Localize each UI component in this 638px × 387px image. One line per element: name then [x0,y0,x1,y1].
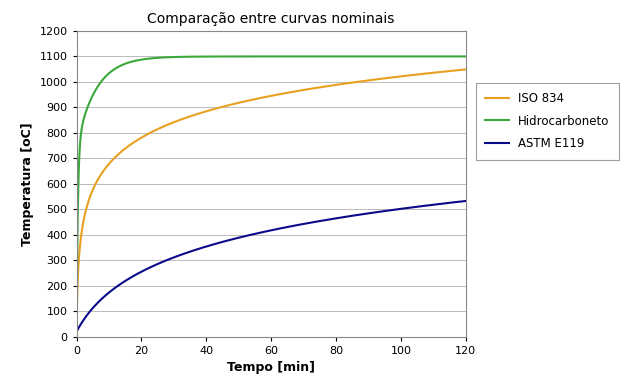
ISO 834 [73,329,80,334]
ASTM E119 [93,302,100,307]
ASTM E119 [450,200,458,205]
Hidrocarboneto [450,54,458,59]
ISO 834 [450,68,458,73]
Line: ISO 834: ISO 834 [77,69,466,332]
Hidrocarboneto [462,54,470,59]
Hidrocarboneto [251,54,259,59]
ISO 834 [379,76,387,81]
Hidrocarboneto [262,54,270,59]
ASTM E119 [379,209,387,214]
ASTM E119 [462,199,470,203]
Line: Hidrocarboneto: Hidrocarboneto [77,57,466,332]
Hidrocarboneto [379,54,387,59]
Y-axis label: Temperatura [oC]: Temperatura [oC] [21,122,34,246]
ASTM E119 [251,231,259,236]
ASTM E119 [73,329,80,334]
Hidrocarboneto [73,329,80,334]
Legend: ISO 834, Hidrocarboneto, ASTM E119: ISO 834, Hidrocarboneto, ASTM E119 [475,83,619,159]
Hidrocarboneto [93,86,100,91]
ASTM E119 [450,200,458,205]
ISO 834 [450,68,458,73]
Hidrocarboneto [450,54,458,59]
Title: Comparação entre curvas nominais: Comparação entre curvas nominais [147,12,395,26]
ISO 834 [462,67,470,72]
X-axis label: Tempo [min]: Tempo [min] [227,361,315,374]
Line: ASTM E119: ASTM E119 [77,201,466,332]
ISO 834 [251,97,259,101]
ISO 834 [93,180,100,185]
ASTM E119 [262,229,270,234]
ISO 834 [262,94,270,99]
